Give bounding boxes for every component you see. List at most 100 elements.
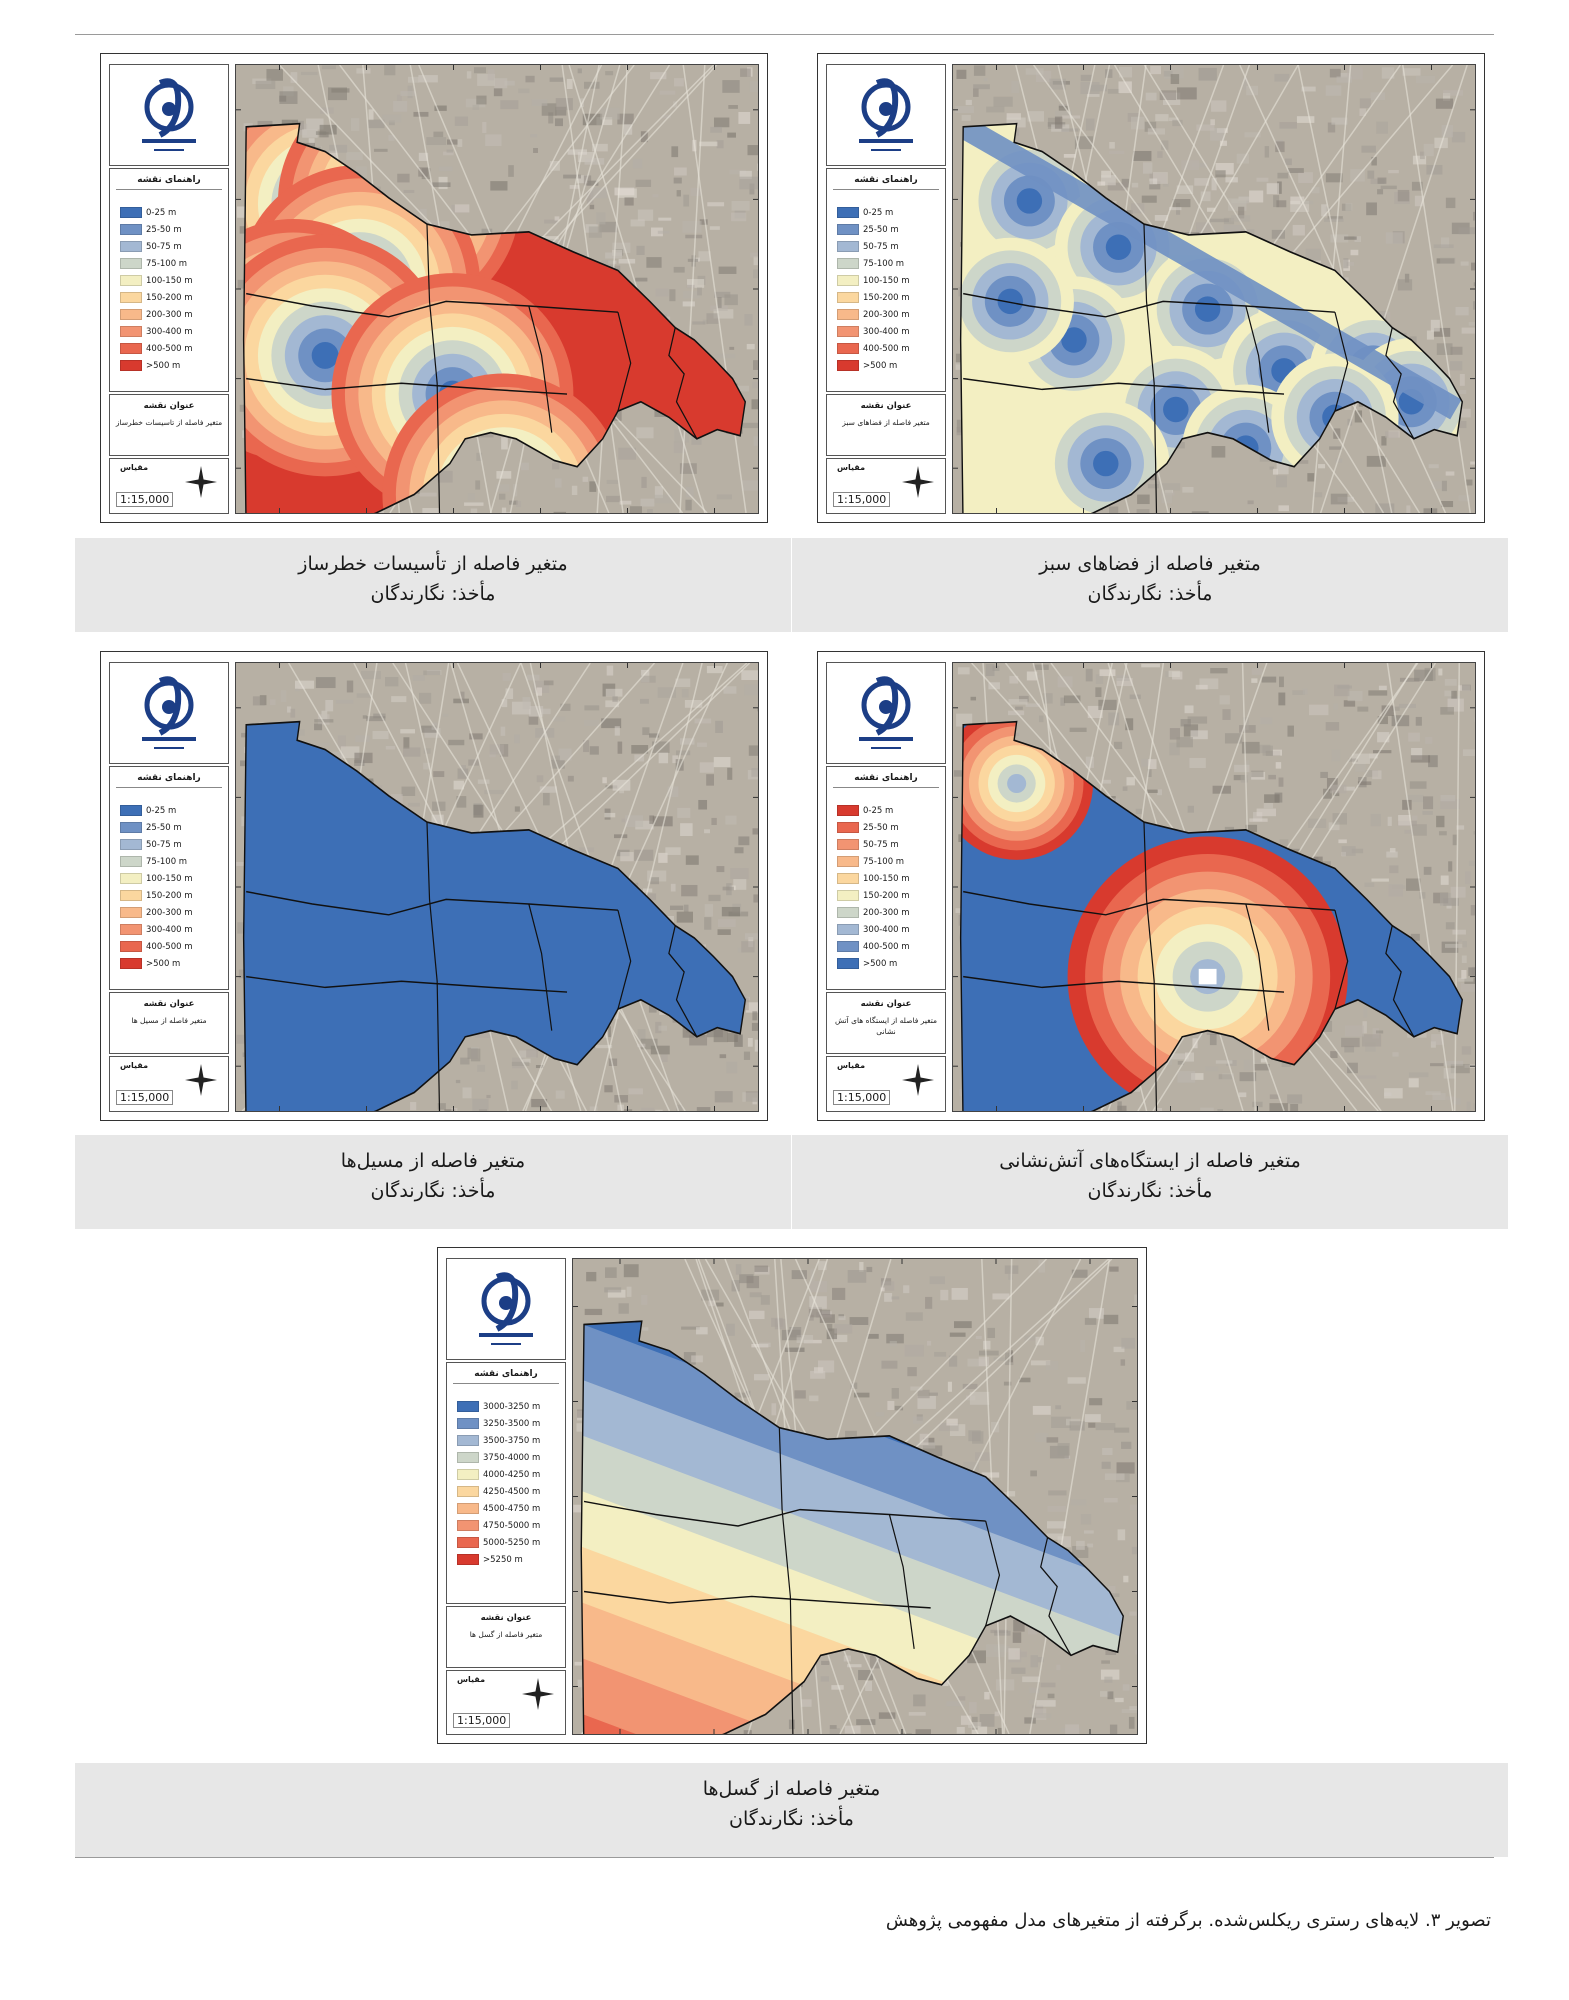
caption-source: مأخذ: نگارندگان <box>1087 583 1213 605</box>
legend-label: >500 m <box>146 959 181 969</box>
legend-label: 100-150 m <box>863 874 910 884</box>
scale-box: مقیاس 1:15,000 <box>109 1056 229 1112</box>
caption-title: متغیر فاصله از گسل‌ها <box>702 1778 881 1800</box>
legend-item: 25-50 m <box>120 822 182 834</box>
legend-swatch <box>837 292 859 303</box>
legend-swatch <box>120 241 142 252</box>
legend-label: 75-100 m <box>146 259 188 269</box>
map-title-head: عنوان نقشه <box>143 999 195 1009</box>
scale-box: مقیاس 1:15,000 <box>826 1056 946 1112</box>
legend-swatch <box>120 873 142 884</box>
legend-swatch <box>837 839 859 850</box>
bottom-rule <box>75 1857 1494 1858</box>
legend-label: 100-150 m <box>146 276 193 286</box>
legend-label: 0-25 m <box>146 806 177 816</box>
legend-swatch <box>837 207 859 218</box>
legend-swatch <box>837 873 859 884</box>
legend-label: 150-200 m <box>863 891 910 901</box>
caption-hazard: متغیر فاصله از تأسیسات خطرساز مأخذ: نگار… <box>75 538 791 632</box>
legend-label: 150-200 m <box>146 891 193 901</box>
legend-label: 200-300 m <box>863 908 910 918</box>
scale-head: مقیاس <box>120 1061 149 1070</box>
legend-label: >500 m <box>863 361 898 371</box>
caption-fire: متغیر فاصله از ایستگاه‌های آتش‌نشانی مأخ… <box>792 1135 1508 1229</box>
legend-label: 25-50 m <box>146 225 182 235</box>
map-title-head: عنوان نقشه <box>143 401 195 411</box>
legend-item: 400-500 m <box>120 941 193 953</box>
legend-swatch <box>120 275 142 286</box>
top-rule <box>75 34 1494 35</box>
legend-label: 300-400 m <box>863 327 910 337</box>
legend-item: 150-200 m <box>837 890 910 902</box>
legend: راهنمای نقشه 0-25 m 25-50 m 50-75 m 75-100 … <box>109 168 229 392</box>
scale-value: 1:15,000 <box>833 492 891 507</box>
legend-item: >500 m <box>837 958 897 970</box>
map-title: متغیر فاصله از تاسیسات خطرساز <box>115 418 223 427</box>
legend-item: 0-25 m <box>837 805 893 817</box>
map-panel-hazard: راهنمای نقشه 0-25 m 25-50 m 50-75 m 75-100 … <box>100 53 768 523</box>
map-flood <box>235 662 759 1112</box>
legend-swatch <box>120 839 142 850</box>
legend-item: 300-400 m <box>120 326 193 338</box>
legend-label: 25-50 m <box>863 225 899 235</box>
legend-label: >500 m <box>146 361 181 371</box>
legend-item: 75-100 m <box>120 856 187 868</box>
caption-fault: متغیر فاصله از گسل‌ها مأخذ: نگارندگان <box>75 1763 1508 1857</box>
legend-swatch <box>120 805 142 816</box>
caption-title: متغیر فاصله از ایستگاه‌های آتش‌نشانی <box>999 1150 1301 1172</box>
legend-label: 25-50 m <box>863 823 899 833</box>
legend-label: 75-100 m <box>863 857 905 867</box>
legend-label: 100-150 m <box>863 276 910 286</box>
caption-title: متغیر فاصله از فضاهای سبز <box>1039 553 1261 575</box>
legend: راهنمای نقشه 0-25 m 25-50 m 50-75 m 75-100 … <box>109 766 229 990</box>
legend-label: 200-300 m <box>863 310 910 320</box>
legend-label: 4750-5000 m <box>483 1521 541 1531</box>
north-arrow-icon <box>522 1678 554 1710</box>
legend-item: 0-25 m <box>837 207 893 219</box>
legend-swatch <box>120 343 142 354</box>
map-panel-fault: راهنمای نقشه 3000-3250 m 3250-3500 m 3500-… <box>437 1247 1147 1744</box>
legend-swatch <box>837 360 859 371</box>
scale-value: 1:15,000 <box>116 1090 174 1105</box>
legend-item: 75-100 m <box>837 258 904 270</box>
logo <box>826 662 946 764</box>
legend-swatch <box>120 907 142 918</box>
legend-item: 100-150 m <box>120 275 193 287</box>
legend-swatch <box>120 326 142 337</box>
legend-label: 200-300 m <box>146 310 193 320</box>
map-title-box: عنوان نقشه متغیر فاصله از ایستگاه های آت… <box>826 992 946 1054</box>
legend-swatch <box>837 890 859 901</box>
caption-title: متغیر فاصله از مسیل‌ها <box>340 1150 526 1172</box>
scale-box: مقیاس 1:15,000 <box>826 458 946 514</box>
legend-label: 300-400 m <box>863 925 910 935</box>
legend-item: 75-100 m <box>837 856 904 868</box>
legend-label: 3000-3250 m <box>483 1402 541 1412</box>
scale-box: مقیاس 1:15,000 <box>446 1670 566 1735</box>
legend-item: 3750-4000 m <box>457 1452 540 1464</box>
scale-value: 1:15,000 <box>116 492 174 507</box>
legend-item: >500 m <box>120 360 180 372</box>
legend-swatch <box>837 805 859 816</box>
map-title-box: عنوان نقشه متغیر فاصله از تاسیسات خطرساز <box>109 394 229 456</box>
legend-label: 3500-3750 m <box>483 1436 541 1446</box>
legend-item: 150-200 m <box>837 292 910 304</box>
legend-swatch <box>120 258 142 269</box>
legend-swatch <box>837 856 859 867</box>
map-title-box: عنوان نقشه متغیر فاصله از مسیل ها <box>109 992 229 1054</box>
legend-label: >500 m <box>863 959 898 969</box>
scale-value: 1:15,000 <box>833 1090 891 1105</box>
legend-swatch <box>837 958 859 969</box>
map-panel-flood: راهنمای نقشه 0-25 m 25-50 m 50-75 m 75-100 … <box>100 651 768 1121</box>
legend-swatch <box>120 958 142 969</box>
legend-item: 200-300 m <box>120 907 193 919</box>
caption-source: مأخذ: نگارندگان <box>370 1180 496 1202</box>
map-title: متغیر فاصله از ایستگاه های آتش نشانی <box>835 1016 937 1036</box>
legend-label: 3750-4000 m <box>483 1453 541 1463</box>
legend-item: 3000-3250 m <box>457 1401 540 1413</box>
scale-value: 1:15,000 <box>453 1713 511 1728</box>
legend-title: راهنمای نقشه <box>833 773 939 788</box>
legend-swatch <box>837 258 859 269</box>
legend-item: 25-50 m <box>120 224 182 236</box>
legend-label: 0-25 m <box>863 208 894 218</box>
caption-green: متغیر فاصله از فضاهای سبز مأخذ: نگارندگا… <box>792 538 1508 632</box>
